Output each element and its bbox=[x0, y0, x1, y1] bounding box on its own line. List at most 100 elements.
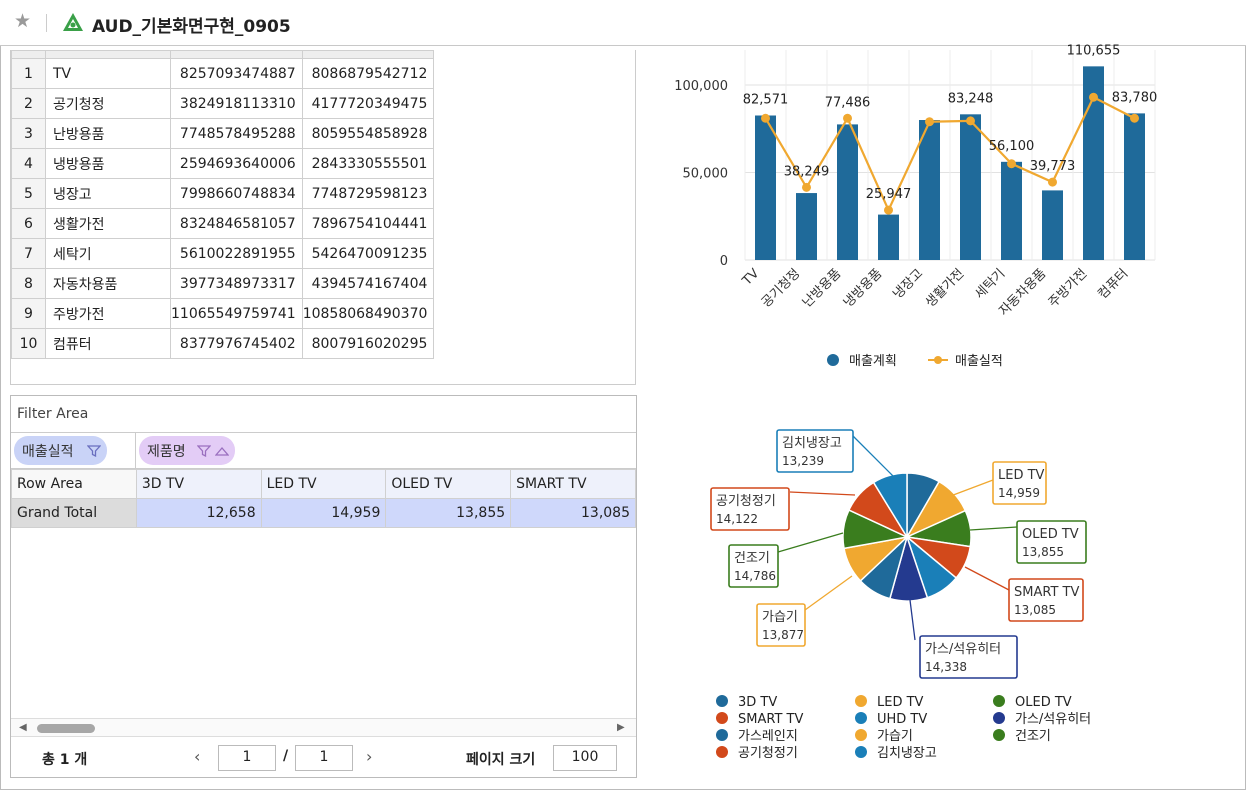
page-separator: / bbox=[283, 748, 289, 764]
line-point bbox=[802, 182, 811, 192]
callout-label: LED TV bbox=[998, 468, 1045, 483]
grid-row[interactable]: 10 컴퓨터 8377976745402 8007916020295 bbox=[11, 328, 435, 359]
filter-area[interactable]: Filter Area bbox=[11, 396, 636, 433]
callout-value: 13,085 bbox=[1014, 603, 1056, 617]
legend-label: UHD TV bbox=[877, 712, 927, 727]
bar bbox=[755, 115, 776, 260]
total-count: 총 1 개 bbox=[42, 752, 88, 768]
scroll-left-icon[interactable]: ◀ bbox=[19, 722, 27, 733]
grid-row[interactable]: 3 난방용품 7748578495288 8059554858928 bbox=[11, 118, 435, 149]
grid-row[interactable]: 2 공기청정 3824918113310 4177720349475 bbox=[11, 88, 435, 119]
actual-value-cell: 5426470091235 bbox=[301, 238, 435, 269]
row-number: 9 bbox=[11, 298, 46, 329]
actual-value-cell: 4394574167404 bbox=[301, 268, 435, 299]
callout-box bbox=[992, 461, 1047, 505]
chip-divider bbox=[135, 433, 136, 469]
row-number: 5 bbox=[11, 178, 46, 209]
legend-label: OLED TV bbox=[1015, 695, 1072, 710]
page-title: AUD_기본화면구현_0905 bbox=[92, 17, 291, 37]
scroll-right-icon[interactable]: ▶ bbox=[617, 722, 625, 733]
next-page-icon[interactable]: › bbox=[366, 747, 373, 766]
callout-label: 가습기 bbox=[762, 610, 798, 625]
pivot-panel: Filter Area 매출실적 제품명 Row Area 3D TV LED … bbox=[10, 395, 637, 778]
dimension-chip[interactable]: 제품명 bbox=[139, 436, 235, 465]
page-size-input[interactable]: 100 bbox=[553, 745, 617, 771]
callout-label: 김치냉장고 bbox=[782, 436, 842, 451]
data-label: 110,655 bbox=[1067, 43, 1121, 58]
legend-marker-bar bbox=[827, 354, 839, 366]
data-label: 83,780 bbox=[1112, 90, 1158, 105]
x-tick-label: TV bbox=[739, 266, 762, 289]
pie-slice bbox=[872, 472, 908, 540]
favorite-star-icon[interactable]: ★ bbox=[14, 10, 32, 32]
product-name-cell: 세탁기 bbox=[45, 238, 171, 269]
product-name-cell: 생활가전 bbox=[45, 208, 171, 239]
callout-value: 14,786 bbox=[734, 569, 776, 583]
row-number: 6 bbox=[11, 208, 46, 239]
callout-value: 13,877 bbox=[762, 628, 804, 642]
callout-box bbox=[728, 544, 779, 588]
callout-value: 13,855 bbox=[1022, 545, 1064, 559]
legend-label: 3D TV bbox=[738, 695, 777, 710]
legend-marker bbox=[716, 695, 728, 707]
measure-chip-label: 매출실적 bbox=[22, 444, 74, 460]
pivot-table: Row Area 3D TV LED TV OLED TV SMART TV G… bbox=[11, 469, 636, 528]
product-name-cell: 컴퓨터 bbox=[45, 328, 171, 359]
grid-row[interactable]: 4 냉방용품 2594693640006 2843330555501 bbox=[11, 148, 435, 179]
column-header[interactable]: OLED TV bbox=[385, 469, 512, 499]
grid-row[interactable]: 8 자동차용품 3977348973317 4394574167404 bbox=[11, 268, 435, 299]
grid-row[interactable]: 6 생활가전 8324846581057 7896754104441 bbox=[11, 208, 435, 239]
product-name-cell: 공기청정 bbox=[45, 88, 171, 119]
legend-label: 건조기 bbox=[1015, 729, 1051, 744]
prev-page-icon[interactable]: ‹ bbox=[194, 747, 201, 766]
data-label: 83,248 bbox=[948, 91, 994, 106]
grand-total-value: 14,959 bbox=[260, 498, 387, 528]
grand-total-value: 13,085 bbox=[510, 498, 636, 528]
callout-leader bbox=[789, 491, 856, 496]
legend-label: 매출실적 bbox=[955, 354, 1003, 369]
horizontal-scrollbar[interactable]: ◀ ▶ bbox=[11, 718, 636, 736]
bar bbox=[796, 193, 817, 260]
actual-value-cell: 8059554858928 bbox=[301, 118, 435, 149]
row-number: 8 bbox=[11, 268, 46, 299]
actual-value-cell: 8086879542712 bbox=[301, 58, 435, 89]
bar bbox=[919, 120, 940, 260]
pie-chart: LED TV 14,959 OLED TV 13,855 SMART TV 13,085 가… bbox=[710, 429, 1091, 761]
callout-label: SMART TV bbox=[1014, 585, 1079, 600]
column-header[interactable]: LED TV bbox=[260, 469, 387, 499]
filter-icon[interactable] bbox=[87, 445, 101, 457]
y-tick-label: 100,000 bbox=[674, 79, 728, 94]
grid-row[interactable]: 7 세탁기 5610022891955 5426470091235 bbox=[11, 238, 435, 269]
callout-leader bbox=[964, 566, 1010, 591]
legend-label: SMART TV bbox=[738, 712, 803, 727]
scroll-thumb[interactable] bbox=[37, 724, 95, 733]
column-header[interactable]: SMART TV bbox=[510, 469, 636, 499]
line-point bbox=[1130, 113, 1139, 123]
row-area-header[interactable]: Row Area bbox=[11, 469, 137, 499]
grid-row[interactable]: 1 TV 8257093474887 8086879542712 bbox=[11, 58, 435, 89]
line-point bbox=[1048, 177, 1057, 187]
legend-label: 매출계획 bbox=[849, 354, 897, 369]
sort-ascending-icon[interactable] bbox=[215, 445, 229, 457]
x-tick-label: 난방용품 bbox=[800, 266, 844, 310]
plan-value-cell: 7748578495288 bbox=[170, 118, 303, 149]
callout-value: 14,338 bbox=[925, 660, 967, 674]
legend-label: 가습기 bbox=[877, 729, 913, 744]
line-point bbox=[966, 116, 975, 126]
bar bbox=[1083, 66, 1104, 260]
measure-chip[interactable]: 매출실적 bbox=[14, 436, 107, 465]
y-tick-label: 0 bbox=[720, 254, 728, 269]
grid-row[interactable]: 5 냉장고 7998660748834 7748729598123 bbox=[11, 178, 435, 209]
data-grid-panel: 1 TV 8257093474887 8086879542712 2 공기청정 382491… bbox=[10, 50, 636, 385]
filter-icon[interactable] bbox=[197, 445, 211, 457]
legend-marker bbox=[993, 695, 1005, 707]
page-input[interactable]: 1 bbox=[218, 745, 276, 771]
data-label: 77,486 bbox=[825, 95, 871, 110]
callout-label: 가스/석유히터 bbox=[925, 642, 1001, 657]
bar bbox=[1001, 161, 1022, 260]
column-header[interactable]: 3D TV bbox=[135, 469, 262, 499]
data-label: 25,947 bbox=[866, 187, 912, 202]
grand-total-row: Grand Total 12,658 14,959 13,855 13,085 bbox=[11, 498, 636, 528]
legend-label: 가스/석유히터 bbox=[1015, 712, 1091, 727]
data-label: 56,100 bbox=[989, 139, 1035, 154]
